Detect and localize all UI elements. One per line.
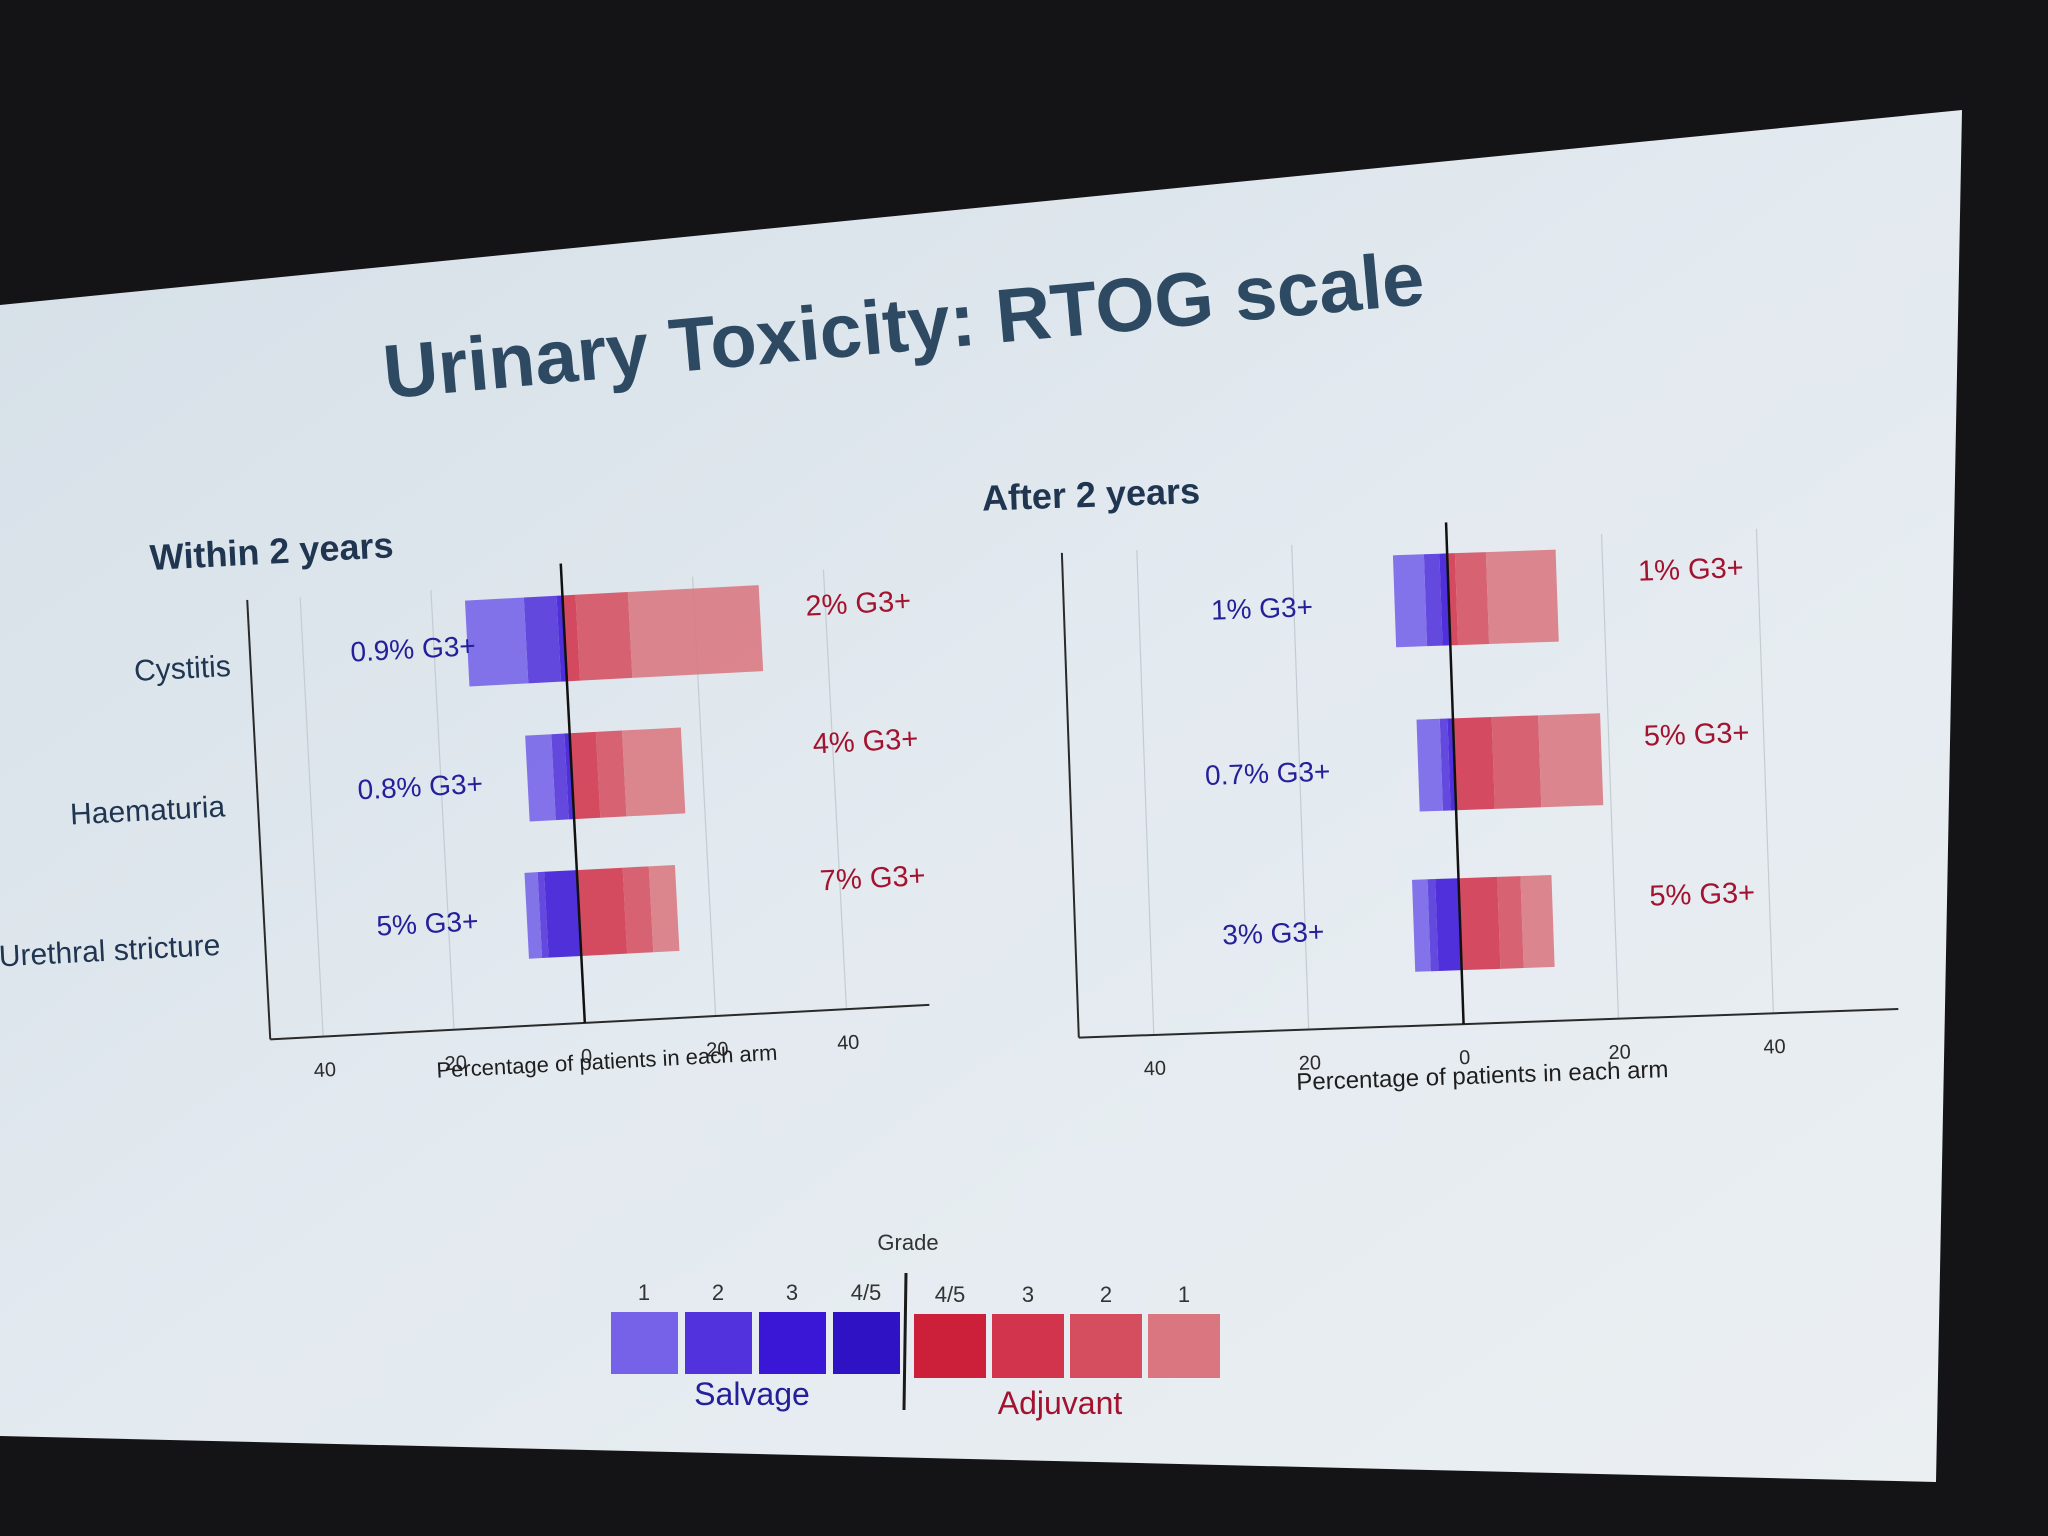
bar-adjuvant-grade-2 — [1491, 715, 1542, 809]
zero-line — [1444, 522, 1465, 1025]
legend-swatch-salvage — [685, 1312, 752, 1374]
legend-swatches: 1 2 3 4/5 4/5 3 2 1 — [611, 1280, 1220, 1378]
adjuvant-g3-annotation: 5% G3+ — [1649, 877, 1756, 913]
bar-salvage-grade-1 — [464, 597, 529, 687]
salvage-g3-annotation: 0.8% G3+ — [357, 768, 484, 806]
legend-adjuvant-label: Adjuvant — [998, 1385, 1123, 1421]
zero-line — [559, 563, 587, 1023]
legend-grade-label: 4/5 — [851, 1280, 882, 1305]
salvage-g3-annotation: 0.7% G3+ — [1205, 756, 1331, 791]
bar-salvage-grade-1 — [525, 734, 556, 822]
bar-salvage-grade-2 — [537, 871, 549, 959]
panel-after-2-years: After 2 years 40 20 0 20 40 1% G3+ 1% G3+ 0.7% … — [981, 470, 1899, 1096]
salvage-g3-annotation: 5% G3+ — [376, 905, 479, 941]
x-tick-label: 40 — [1763, 1036, 1786, 1059]
x-tick-label: 40 — [313, 1059, 336, 1082]
legend-grade-label: 1 — [638, 1280, 650, 1305]
legend-salvage-label: Salvage — [694, 1376, 810, 1412]
bar-salvage-grade-3 — [1447, 718, 1457, 811]
bar-adjuvant-grade-1 — [627, 585, 764, 678]
bar-adjuvant-grade-3 — [569, 731, 601, 820]
bar-salvage-grade-1 — [1416, 718, 1443, 812]
legend-grade-label: 2 — [712, 1280, 724, 1305]
bar-adjuvant-grade-1 — [621, 727, 686, 817]
legend-swatch-salvage — [833, 1312, 900, 1374]
legend-grade-label: 4/5 — [935, 1282, 966, 1307]
bar-salvage-grade-1 — [1412, 879, 1431, 972]
bar-adjuvant-grade-3 — [1458, 876, 1501, 971]
legend-grade-label: 3 — [1022, 1282, 1034, 1307]
gridline — [1291, 544, 1310, 1030]
plot-after-2-years: 40 20 0 20 40 1% G3+ 1% G3+ 0.7% G3+ 5% G3+ 3% G3… — [1060, 522, 1899, 1081]
gridline — [1755, 528, 1774, 1014]
bar-salvage-grade-3 — [1435, 878, 1462, 971]
bar-adjuvant-grade-3 — [576, 867, 628, 956]
legend-swatch-salvage — [759, 1312, 826, 1374]
salvage-g3-annotation: 3% G3+ — [1222, 916, 1325, 951]
category-label: Haematuria — [69, 790, 226, 831]
bar-salvage-grade-1 — [1392, 554, 1428, 648]
adjuvant-g3-annotation: 4% G3+ — [812, 723, 919, 760]
projection-screen — [0, 110, 1962, 1482]
bar-salvage-grade-2 — [1439, 718, 1451, 811]
x-tick-label: 0 — [1459, 1047, 1471, 1069]
bar-salvage-grade-1 — [524, 872, 543, 959]
adjuvant-g3-annotation: 2% G3+ — [805, 585, 912, 622]
bar-salvage-grade-2 — [551, 733, 569, 821]
legend-swatch-adjuvant — [1148, 1314, 1220, 1378]
bar-adjuvant-grade-1 — [1485, 549, 1559, 645]
gridline — [1136, 550, 1155, 1035]
salvage-g3-annotation: 0.9% G3+ — [350, 630, 477, 668]
legend-swatch-adjuvant — [914, 1314, 986, 1378]
bar-adjuvant-grade-1 — [648, 864, 680, 953]
gridline — [430, 590, 455, 1030]
x-tick-label: 40 — [837, 1032, 860, 1055]
legend-swatch-salvage — [611, 1312, 678, 1374]
bar-salvage-grade-2 — [1427, 879, 1439, 972]
bar-adjuvant-grade-3 — [1452, 716, 1495, 811]
bar-adjuvant-grade-2 — [622, 866, 654, 954]
legend-grade-label: 2 — [1100, 1282, 1112, 1307]
adjuvant-g3-annotation: 7% G3+ — [819, 860, 926, 897]
bar-adjuvant-grade-2 — [1454, 552, 1490, 646]
gridline — [299, 597, 324, 1037]
bar-adjuvant-grade-2 — [1497, 876, 1524, 969]
y-axis-line — [1060, 552, 1080, 1038]
legend: Grade 1 2 3 4/5 4/5 3 2 1 Salvage Adjuvant — [611, 1230, 1220, 1421]
bar-salvage-grade-3 — [544, 870, 582, 958]
bar-adjuvant-grade-1 — [1538, 713, 1604, 808]
x-tick-label: 40 — [1143, 1058, 1166, 1081]
x-tick-label: 20 — [1608, 1041, 1631, 1064]
gridline — [822, 569, 848, 1010]
gridline — [1600, 534, 1620, 1019]
bar-adjuvant-grade-2 — [595, 730, 627, 818]
adjuvant-g3-annotation: 1% G3+ — [1638, 552, 1745, 588]
bar-salvage-grade-3 — [556, 595, 567, 682]
x-axis-line — [1078, 1007, 1899, 1039]
adjuvant-g3-annotation: 5% G3+ — [1643, 717, 1750, 753]
plot-within-2-years: 40 20 0 20 40 0.9% G3+ 2% G3+ 0.8% G3+ 4% G3+ 5% … — [246, 563, 930, 1082]
legend-swatch-adjuvant — [1070, 1314, 1142, 1378]
legend-swatch-adjuvant — [992, 1314, 1064, 1378]
legend-title: Grade — [877, 1230, 938, 1255]
bar-salvage-grade-2 — [1423, 553, 1443, 647]
x-tick-label: 0 — [580, 1046, 592, 1069]
legend-grade-label: 3 — [786, 1280, 798, 1305]
legend-grade-label: 1 — [1178, 1282, 1190, 1307]
bar-salvage-grade-2 — [523, 595, 562, 684]
bar-adjuvant-grade-2 — [575, 592, 633, 681]
bar-salvage-grade-3 — [564, 733, 575, 820]
x-tick-label: 20 — [444, 1052, 467, 1075]
category-label: Cystitis — [133, 650, 231, 688]
bar-adjuvant-grade-1 — [1520, 874, 1555, 969]
x-axis-line — [270, 1003, 930, 1041]
y-axis-line — [246, 599, 272, 1040]
panel-title: After 2 years — [981, 470, 1200, 519]
legend-divider — [902, 1272, 908, 1411]
x-tick-label: 20 — [706, 1038, 729, 1061]
x-tick-label: 20 — [1298, 1052, 1321, 1075]
salvage-g3-annotation: 1% G3+ — [1210, 591, 1313, 626]
